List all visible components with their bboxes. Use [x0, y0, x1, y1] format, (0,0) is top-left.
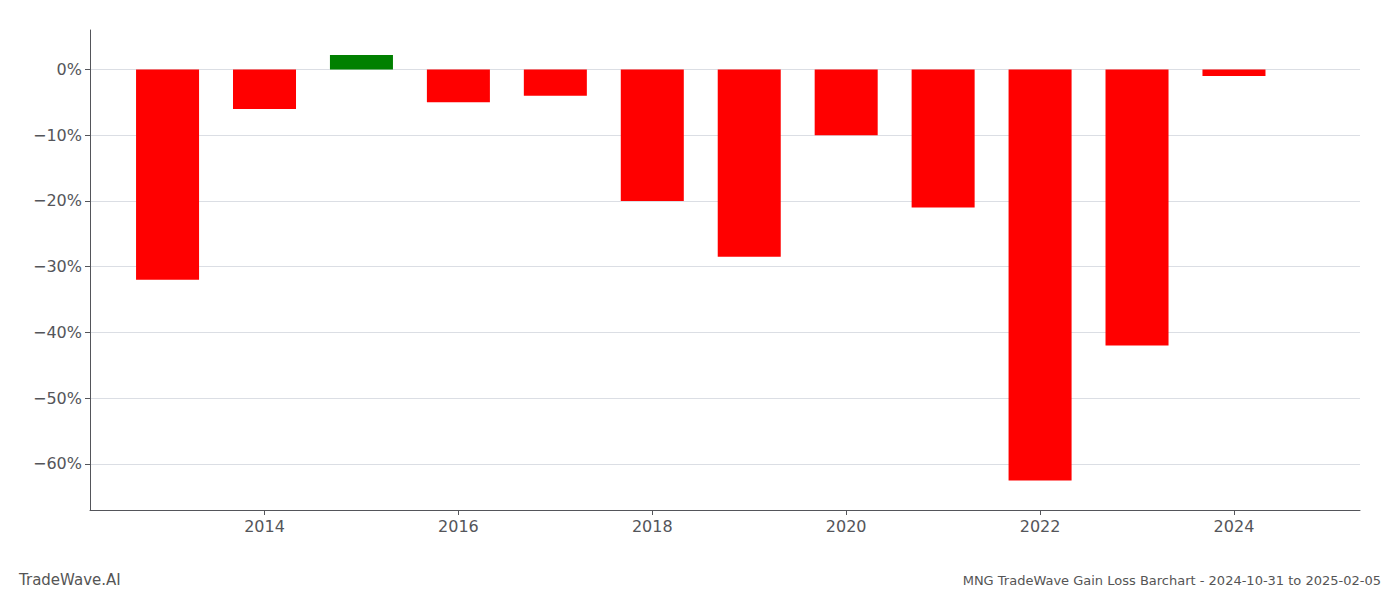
svg-text:−60%: −60%: [33, 454, 82, 473]
svg-text:−50%: −50%: [33, 389, 82, 408]
svg-text:MNG TradeWave Gain Loss Barcha: MNG TradeWave Gain Loss Barchart - 2024-…: [963, 573, 1381, 588]
svg-text:TradeWave.AI: TradeWave.AI: [18, 571, 121, 589]
svg-text:2014: 2014: [244, 517, 285, 536]
svg-text:−40%: −40%: [33, 323, 82, 342]
svg-text:−30%: −30%: [33, 257, 82, 276]
svg-text:0%: 0%: [57, 60, 82, 79]
svg-text:2022: 2022: [1020, 517, 1061, 536]
svg-text:2018: 2018: [632, 517, 673, 536]
svg-text:−20%: −20%: [33, 191, 82, 210]
svg-text:2024: 2024: [1214, 517, 1255, 536]
svg-text:2020: 2020: [826, 517, 867, 536]
svg-text:−10%: −10%: [33, 126, 82, 145]
svg-text:2016: 2016: [438, 517, 479, 536]
